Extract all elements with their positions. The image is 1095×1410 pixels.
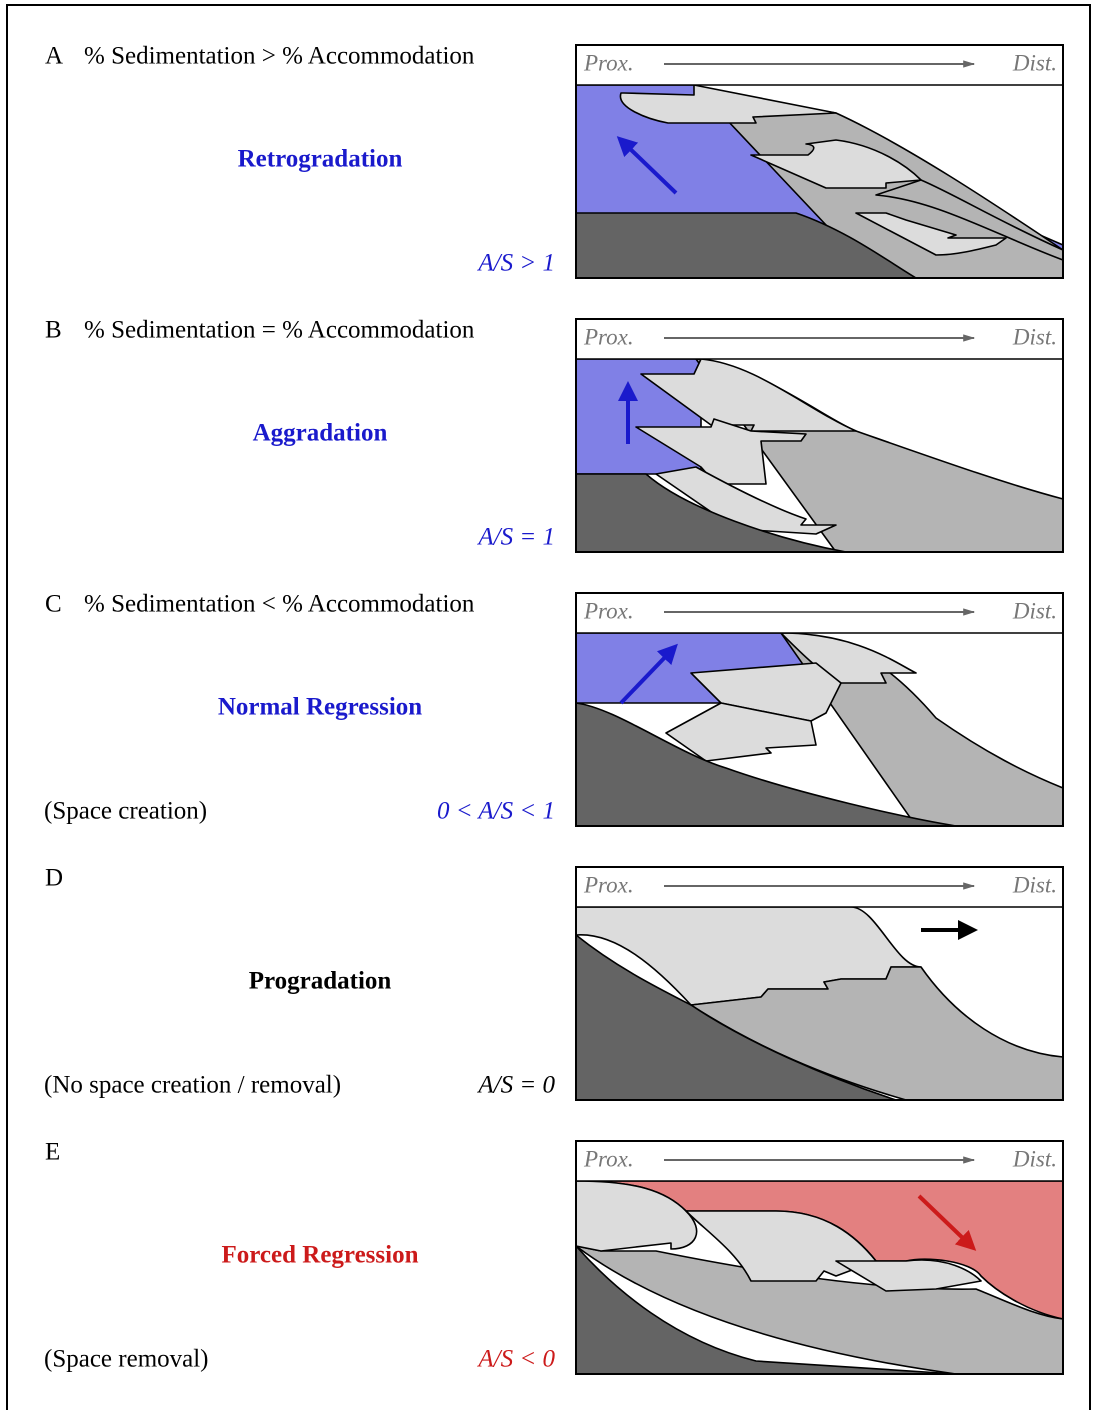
distal-label: Dist. — [1012, 872, 1057, 897]
panel-border — [575, 318, 1064, 553]
process-label: Aggradation — [253, 420, 388, 447]
layer — [655, 466, 837, 535]
trend-arrow — [917, 1194, 977, 1251]
frame — [6, 4, 1091, 1410]
process-label: Forced Regression — [222, 1242, 419, 1269]
layer — [855, 212, 1007, 256]
panel-note: (Space removal) — [44, 1346, 209, 1373]
distal-label: Dist. — [1012, 598, 1057, 623]
panel-letter: E — [45, 1139, 60, 1166]
panel-border — [575, 866, 1064, 1101]
panel-condition: % Sedimentation < % Accommodation — [84, 591, 475, 618]
panel-note: (No space creation / removal) — [44, 1072, 341, 1099]
trend-arrow — [619, 643, 678, 705]
layer — [835, 1259, 982, 1292]
distal-label: Dist. — [1012, 50, 1057, 75]
ratio-label: A/S > 1 — [476, 250, 555, 277]
panel-condition: % Sedimentation = % Accommodation — [84, 317, 475, 344]
panel-letter: C — [45, 591, 62, 618]
ratio-label: A/S = 0 — [476, 1072, 555, 1099]
process-label: Progradation — [249, 968, 392, 995]
proximal-label: Prox. — [583, 1146, 634, 1171]
layer — [665, 702, 817, 762]
panel-border — [575, 592, 1064, 827]
panel-letter: D — [45, 865, 63, 892]
panel-diagram: Prox. Dist. — [575, 592, 1064, 827]
distal-label: Dist. — [1012, 324, 1057, 349]
ratio-label: A/S = 1 — [476, 524, 555, 551]
layer — [575, 934, 897, 1101]
proximal-label: Prox. — [583, 598, 634, 623]
panel-border — [575, 44, 1064, 279]
panel-letter: A — [45, 43, 63, 70]
layer — [780, 632, 917, 684]
proximal-label: Prox. — [583, 324, 634, 349]
panel-border — [575, 1140, 1064, 1375]
layer — [640, 358, 857, 432]
process-label: Normal Regression — [218, 694, 422, 721]
ratio-label: A/S < 0 — [476, 1346, 555, 1373]
proximal-label: Prox. — [583, 50, 634, 75]
panel-letter: B — [45, 317, 62, 344]
process-label: Retrogradation — [238, 146, 403, 173]
panel-diagram: Prox. Dist. — [575, 866, 1064, 1101]
ratio-label: 0 < A/S < 1 — [437, 798, 555, 825]
proximal-label: Prox. — [583, 872, 634, 897]
panel-diagram: Prox. Dist. — [575, 318, 1064, 553]
panel-diagram: Prox. Dist. — [575, 1140, 1064, 1375]
distal-label: Dist. — [1012, 1146, 1057, 1171]
layer — [575, 702, 957, 827]
panel-condition: % Sedimentation > % Accommodation — [84, 43, 475, 70]
trend-arrow — [616, 136, 678, 195]
layer — [575, 1245, 957, 1375]
panel-diagram: Prox. Dist. — [575, 44, 1064, 279]
panel-note: (Space creation) — [44, 798, 207, 825]
